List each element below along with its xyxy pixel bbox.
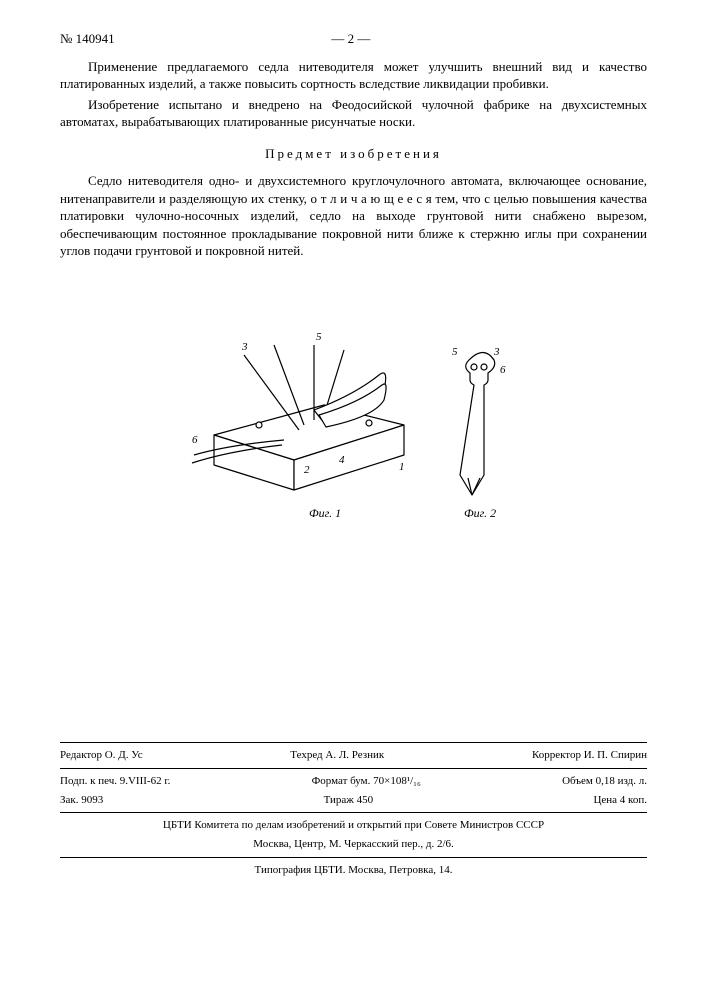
- svg-text:1: 1: [399, 461, 405, 473]
- svg-text:4: 4: [339, 454, 345, 466]
- tirazh: Тираж 450: [324, 793, 374, 808]
- editor: Редактор О. Д. Ус: [60, 748, 143, 763]
- paragraph-2: Изобретение испытано и внедрено на Феодо…: [60, 96, 647, 131]
- svg-text:2: 2: [304, 464, 310, 476]
- patent-figure: 3 5 1 2 4 6 5 3 6 Фиг. 1 Фиг.: [174, 295, 534, 525]
- svg-text:3: 3: [241, 341, 248, 353]
- techred: Техред А. Л. Резник: [290, 748, 384, 763]
- figure-area: 3 5 1 2 4 6 5 3 6 Фиг. 1 Фиг.: [60, 295, 647, 525]
- page-container: № 140941 — 2 — Применение предлагаемого …: [0, 0, 707, 585]
- format: Формат бум. 70×108¹/₁₆: [312, 774, 421, 789]
- price: Цена 4 коп.: [593, 793, 647, 808]
- svg-text:6: 6: [500, 364, 506, 376]
- corrector: Корректор И. П. Спирин: [532, 748, 647, 763]
- imprint-block: Редактор О. Д. Ус Техред А. Л. Резник Ко…: [60, 739, 647, 880]
- doc-number: № 140941: [60, 30, 115, 48]
- fig1-caption: Фиг. 1: [309, 506, 341, 520]
- svg-text:5: 5: [452, 346, 458, 358]
- svg-text:6: 6: [192, 434, 198, 446]
- imprint-row-2: Подп. к печ. 9.VIII-62 г. Формат бум. 70…: [60, 772, 647, 791]
- section-title: Предмет изобретения: [60, 145, 647, 163]
- imprint-addr: Москва, Центр, М. Черкасский пер., д. 2/…: [60, 835, 647, 854]
- volume: Объем 0,18 изд. л.: [562, 774, 647, 789]
- paragraph-1: Применение предлагаемого седла нитеводит…: [60, 58, 647, 93]
- svg-text:5: 5: [316, 331, 322, 343]
- svg-text:3: 3: [493, 346, 500, 358]
- header-row: № 140941 — 2 —: [60, 30, 647, 48]
- print-date: Подп. к печ. 9.VIII-62 г.: [60, 774, 170, 789]
- imprint-row-3: Зак. 9093 Тираж 450 Цена 4 коп.: [60, 791, 647, 810]
- page-number: — 2 —: [331, 30, 370, 48]
- paragraph-3: Седло нитеводителя одно- и двухсистемног…: [60, 172, 647, 260]
- order-num: Зак. 9093: [60, 793, 103, 808]
- imprint-row-1: Редактор О. Д. Ус Техред А. Л. Резник Ко…: [60, 746, 647, 765]
- imprint-org: ЦБТИ Комитета по делам изобретений и отк…: [60, 816, 647, 835]
- imprint-print: Типография ЦБТИ. Москва, Петровка, 14.: [60, 861, 647, 880]
- fig2-caption: Фиг. 2: [464, 506, 496, 520]
